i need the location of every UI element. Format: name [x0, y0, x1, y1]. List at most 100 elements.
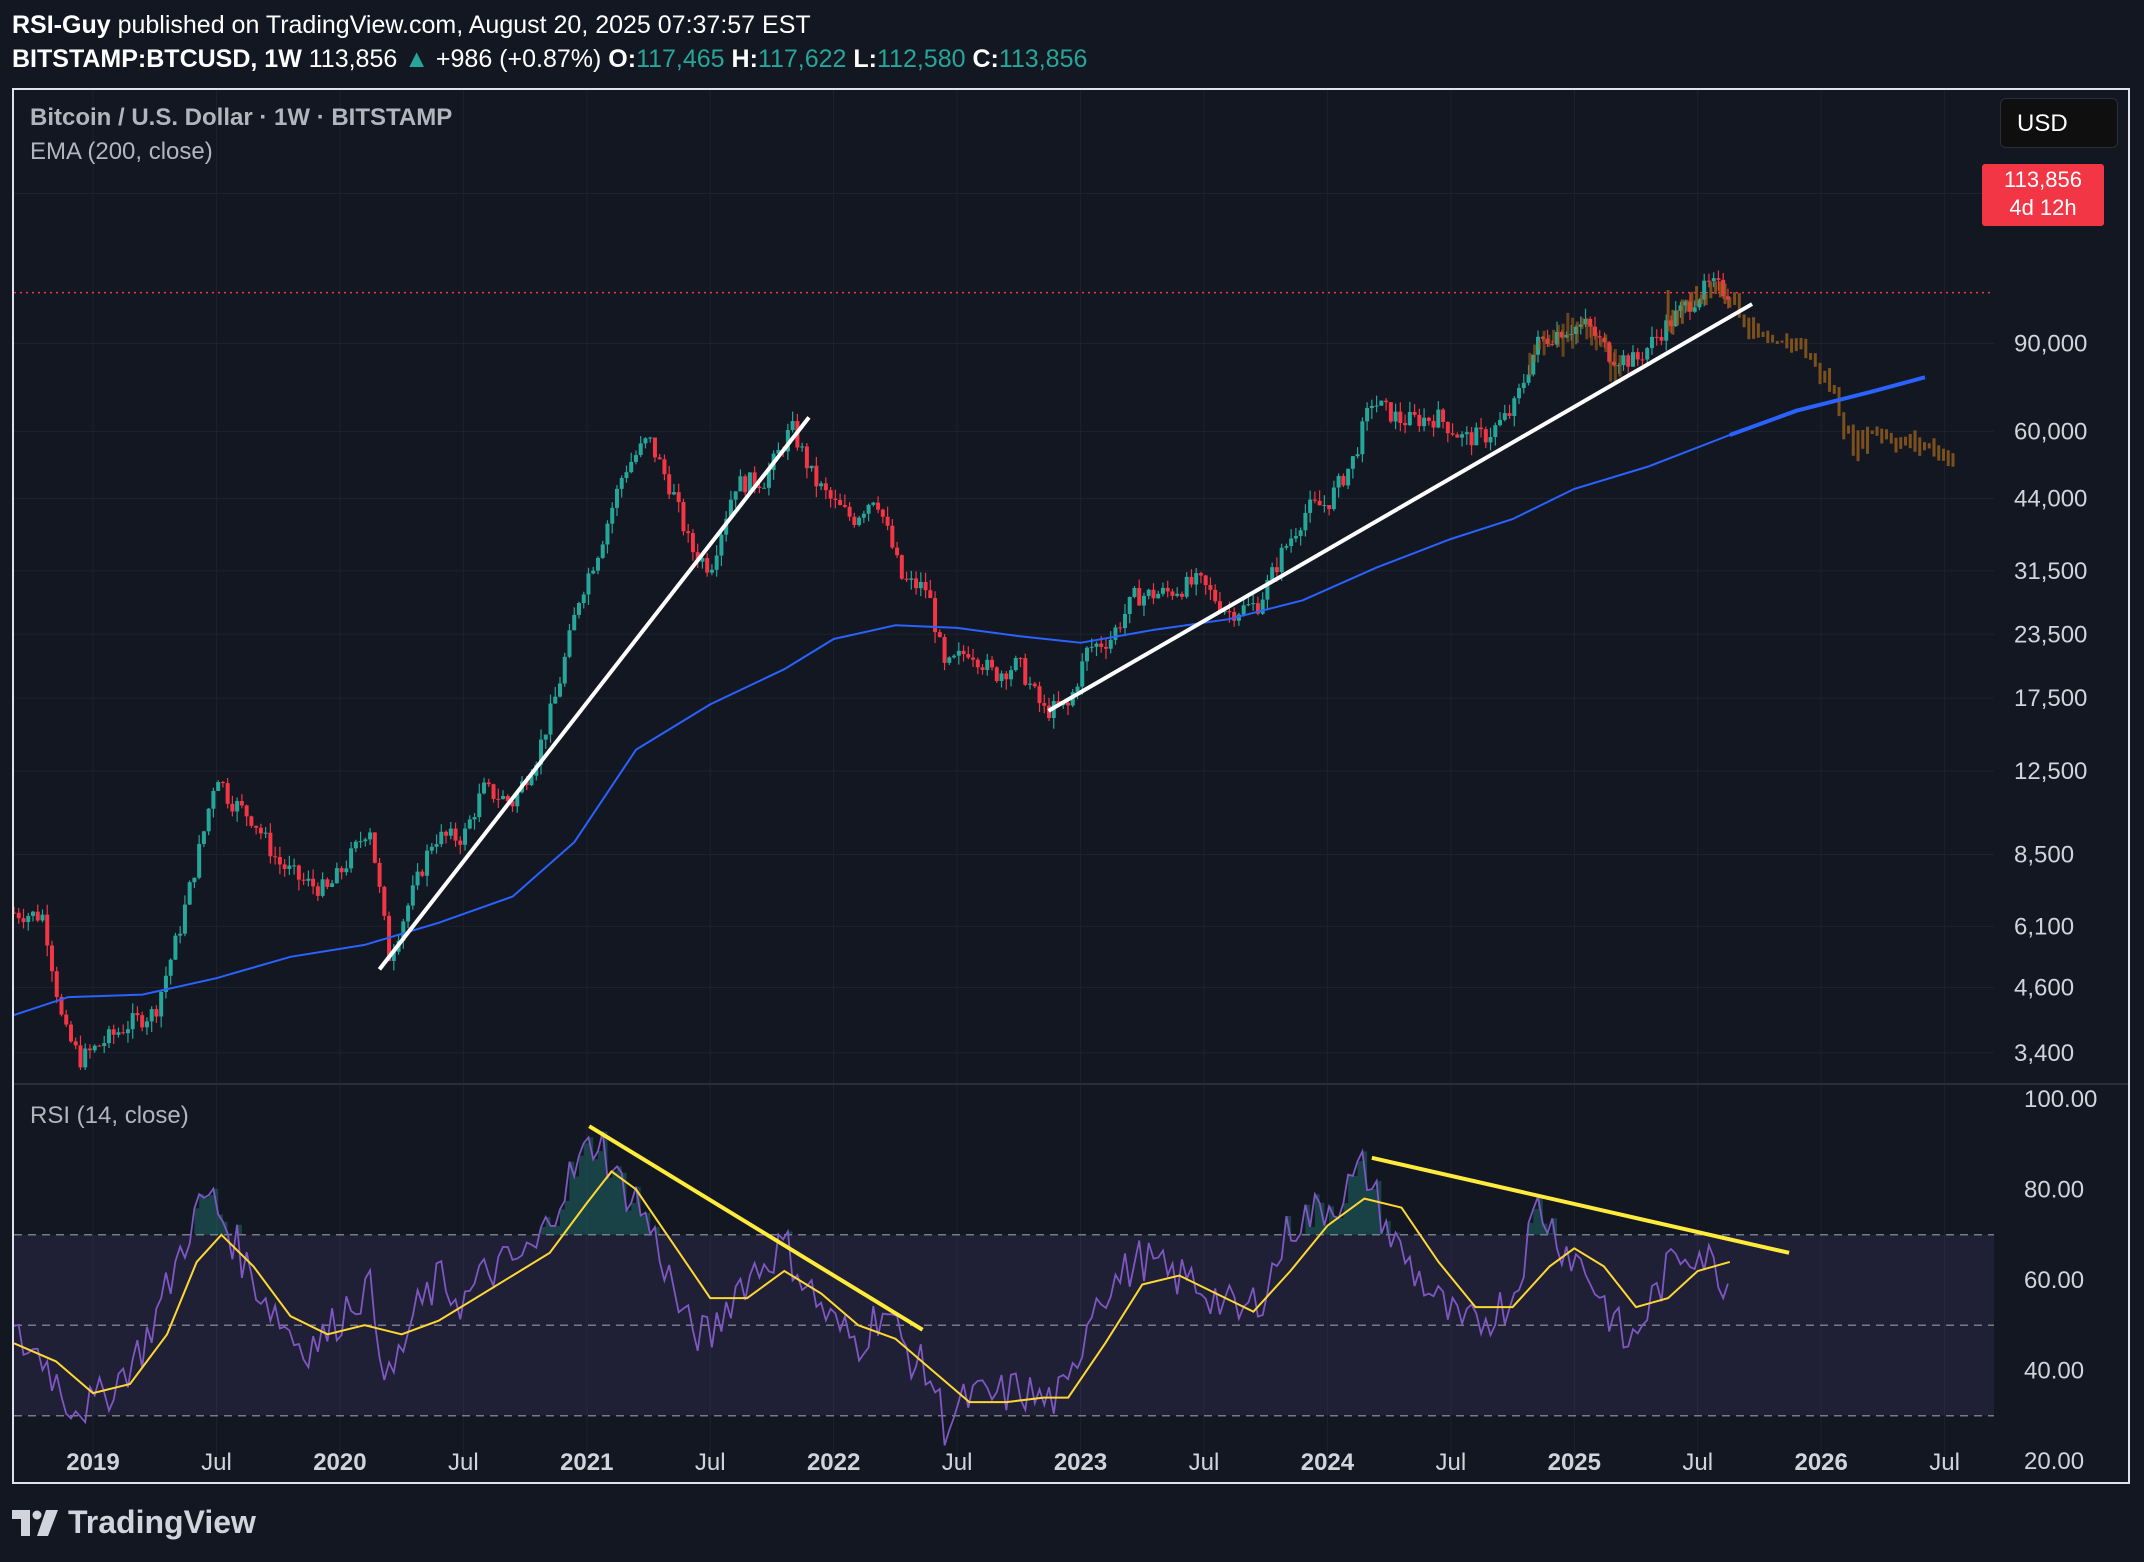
candle-body — [1255, 603, 1260, 614]
candle-body — [895, 547, 900, 556]
candle-body — [1151, 589, 1156, 599]
candle-body — [1099, 643, 1104, 647]
candle-body — [201, 831, 206, 844]
chart-title[interactable]: Bitcoin / U.S. Dollar · 1W · BITSTAMP — [30, 104, 453, 131]
ema-legend[interactable]: EMA (200, close) — [30, 138, 213, 165]
candle-body — [111, 1029, 116, 1035]
candle-body — [406, 905, 411, 922]
candle-body — [1217, 601, 1222, 612]
candle-body — [890, 525, 895, 548]
candle-body — [548, 703, 553, 735]
candle-body — [149, 1009, 154, 1022]
candle-body — [92, 1045, 97, 1051]
x-tick-label: Jul — [1189, 1449, 1220, 1476]
chart-frame[interactable]: 2019 Jul 2020 Jul 2021 Jul 2022 Jul 2023 Jul 2024 J… — [12, 88, 2130, 1484]
candle-body — [1550, 344, 1555, 346]
candle-body — [624, 472, 629, 479]
price-tick-label: 90,000 — [2014, 331, 2087, 358]
candle-body — [273, 856, 278, 858]
candle-body — [391, 951, 396, 961]
candle-body — [553, 696, 558, 704]
candle-body — [743, 476, 748, 493]
candle-body — [994, 667, 999, 681]
ema-200-line — [14, 376, 1926, 1016]
rsi-legend[interactable]: RSI (14, close) — [30, 1102, 189, 1129]
tradingview-logo[interactable]: TradingView — [12, 1504, 256, 1541]
candle-body — [1208, 585, 1213, 590]
x-tick-label: 2021 — [560, 1449, 613, 1476]
candle-body — [296, 865, 301, 880]
candle-body — [714, 555, 719, 570]
candle-body — [154, 1009, 159, 1017]
candle-body — [709, 569, 714, 573]
candle-body — [410, 885, 415, 906]
candle-body — [178, 933, 183, 936]
candle-body — [1640, 359, 1645, 361]
price-change: +986 (+0.87%) — [435, 45, 602, 73]
candle-body — [543, 734, 548, 740]
candle-body — [1165, 587, 1170, 592]
candle-body — [842, 504, 847, 507]
candle-body — [68, 1024, 73, 1042]
candle-body — [752, 472, 757, 487]
candle-body — [1289, 538, 1294, 547]
candle-body — [258, 827, 263, 834]
candle-body — [562, 656, 567, 684]
publisher-name[interactable]: RSI-Guy — [12, 11, 111, 39]
candle-body — [1469, 432, 1474, 446]
candle-body — [1113, 627, 1118, 640]
candle-body — [216, 782, 221, 791]
candle-body — [1251, 603, 1256, 605]
candle-body — [320, 879, 325, 896]
candle-body — [1483, 429, 1488, 443]
candle-body — [83, 1048, 88, 1068]
candle-body — [1246, 604, 1251, 606]
candle-body — [686, 531, 691, 534]
currency-button[interactable]: USD — [2000, 98, 2118, 148]
published-text: published on TradingView.com, August 20,… — [117, 11, 811, 39]
candle-body — [353, 841, 358, 849]
rsi-line — [14, 1131, 1729, 1446]
candle-body — [382, 886, 387, 916]
candle-body — [339, 868, 344, 873]
candle-body — [1664, 320, 1669, 341]
candle-body — [899, 555, 904, 579]
candle-body — [1464, 432, 1469, 435]
candle-body — [1137, 587, 1142, 606]
candle-body — [1284, 546, 1289, 548]
rsi-tick-label: 80.00 — [2024, 1177, 2084, 1204]
candle-body — [1170, 591, 1175, 596]
candle-body — [904, 578, 909, 580]
candle-body — [1028, 683, 1033, 685]
candle-body — [1365, 407, 1370, 422]
candle-body — [828, 490, 833, 499]
candle-body — [144, 1021, 149, 1028]
candle-body — [1692, 307, 1697, 312]
x-tick-label: Jul — [1682, 1449, 1713, 1476]
candle-body — [330, 883, 335, 887]
candle-body — [838, 500, 843, 505]
candle-body — [1521, 382, 1526, 389]
candle-body — [1412, 411, 1417, 415]
candle-body — [311, 878, 316, 887]
candle-body — [1184, 576, 1189, 597]
x-tick-label: 2020 — [313, 1449, 366, 1476]
candle-body — [1502, 413, 1507, 420]
candle-body — [1132, 587, 1137, 597]
candle-body — [349, 848, 354, 869]
candle-body — [1122, 613, 1127, 629]
candle-body — [140, 1015, 145, 1028]
last-price: 113,856 — [308, 45, 398, 73]
candle-body — [1721, 279, 1726, 297]
chart-canvas[interactable]: 2019 Jul 2020 Jul 2021 Jul 2022 Jul 2023 Jul 2024 J… — [14, 90, 2128, 1482]
candle-body — [852, 516, 857, 525]
candle-body — [505, 795, 510, 802]
high-value: 117,622 — [757, 45, 847, 73]
candle-body — [239, 801, 244, 806]
candle-body — [667, 474, 672, 495]
candle-body — [182, 904, 187, 934]
candle-body — [1702, 280, 1707, 300]
candle-body — [1009, 670, 1014, 680]
candle-body — [282, 864, 287, 869]
support-trendline — [377, 416, 811, 971]
